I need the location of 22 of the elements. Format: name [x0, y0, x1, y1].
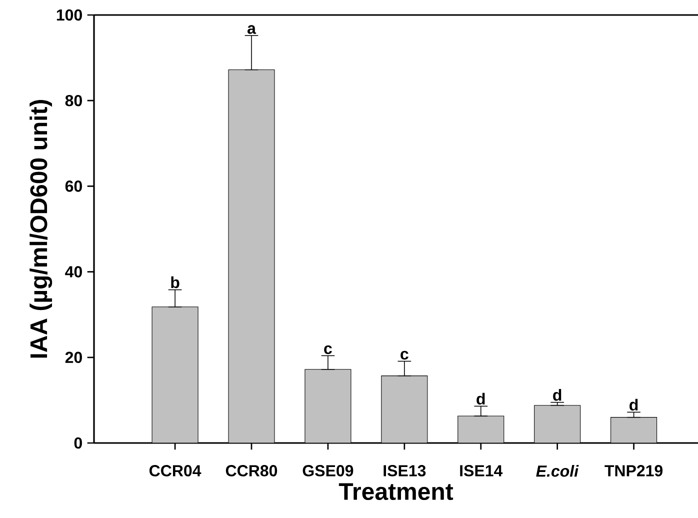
x-tick-label: ISE13 [384, 465, 426, 476]
y-tick-label: 60 [65, 180, 82, 192]
annotation: a [248, 25, 256, 34]
x-tick-label: CCR80 [226, 465, 278, 476]
y-tick-label: 80 [65, 94, 82, 106]
annotation: d [476, 392, 485, 405]
annotation: d [553, 389, 562, 401]
x-axis-title: Treatment [338, 483, 454, 500]
x-tick-label: GSE09 [302, 465, 354, 476]
annotation: b [171, 276, 180, 288]
x-tick-label: ISE14 [460, 465, 503, 476]
y-tick-label: 20 [65, 352, 82, 364]
y-tick-label: 40 [65, 266, 82, 278]
y-tick-label: 100 [56, 9, 82, 21]
annotation: c [400, 350, 408, 360]
x-tick-label: CCR04 [149, 465, 202, 476]
annotation: d [630, 398, 638, 411]
y-tick-label: 0 [74, 437, 82, 449]
annotation: c [324, 345, 332, 354]
y-axis-title: IAA (µg/ml/OD600 unit) [30, 100, 52, 358]
x-tick-label: TNP219 [604, 465, 663, 476]
x-tick-label: E.coli [536, 465, 579, 477]
